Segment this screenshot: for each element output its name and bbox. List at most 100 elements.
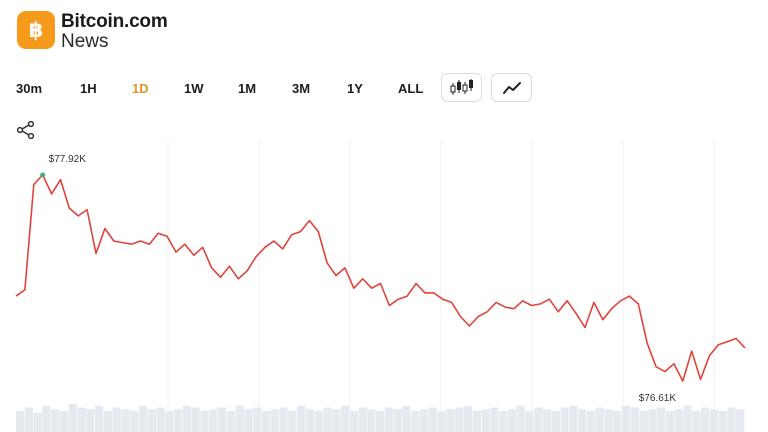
volume-bar — [86, 409, 95, 432]
volume-bar — [463, 405, 473, 432]
high-price-label: $77.92K — [49, 154, 87, 165]
volume-bar — [411, 411, 420, 432]
volume-bar — [270, 409, 279, 432]
volume-bar — [446, 409, 455, 432]
volume-bar — [226, 411, 235, 432]
volume-bar — [525, 411, 534, 432]
volume-bar — [95, 405, 104, 432]
volume-bar — [305, 409, 315, 432]
price-line — [15, 174, 746, 382]
volume-bar — [560, 407, 569, 432]
brand-logo[interactable]: ฿ Bitcoin.com News — [17, 11, 168, 51]
volume-bar — [613, 411, 622, 432]
volume-bar — [578, 409, 587, 432]
volume-bar — [402, 405, 411, 432]
volume-bar — [68, 404, 77, 432]
volume-bar — [420, 409, 429, 432]
brand-subtitle: News — [61, 31, 109, 52]
volume-bar — [16, 411, 25, 432]
line-chart-icon — [502, 81, 521, 94]
volume-bar — [630, 407, 640, 432]
volume-bar — [692, 411, 701, 432]
volume-bar — [59, 411, 69, 432]
volume-bar — [358, 407, 367, 432]
volume-bar — [279, 407, 288, 432]
range-1w[interactable]: 1W — [184, 81, 204, 96]
volume-bar — [665, 411, 675, 432]
volume-bar — [200, 411, 209, 432]
volume-bar — [648, 409, 657, 432]
volume-bar — [542, 409, 552, 432]
candlestick-mode-button[interactable] — [441, 73, 482, 102]
volume-bar — [297, 405, 306, 432]
svg-text:฿: ฿ — [29, 18, 44, 42]
volume-bar — [657, 407, 666, 432]
volume-bar — [718, 411, 727, 432]
volume-bar — [156, 407, 165, 432]
volume-bar — [683, 405, 692, 432]
volume-bar — [314, 411, 323, 432]
volume-bar — [551, 411, 560, 432]
volume-bar — [428, 407, 437, 432]
volume-bar — [534, 407, 543, 432]
range-1h[interactable]: 1H — [80, 81, 97, 96]
chart-grid — [167, 140, 715, 415]
volume-bar — [622, 405, 631, 432]
range-all[interactable]: ALL — [398, 81, 424, 96]
volume-bar — [288, 411, 297, 432]
volume-bar — [340, 405, 350, 432]
volume-bar — [42, 405, 51, 432]
volume-bar — [481, 409, 490, 432]
volume-bar — [709, 409, 719, 432]
volume-bar — [182, 405, 192, 432]
candlestick-icon — [450, 78, 473, 95]
volume-bar — [51, 409, 60, 432]
volume-bar — [736, 409, 745, 432]
volume-bar — [455, 407, 464, 432]
volume-bar — [393, 409, 402, 432]
volume-bar — [472, 411, 481, 432]
bitcoin-symbol-icon: ฿ — [29, 18, 44, 42]
volume-bar — [244, 409, 253, 432]
range-1y[interactable]: 1Y — [347, 81, 363, 96]
volume-bar — [384, 407, 394, 432]
volume-bar — [24, 407, 33, 432]
volume-bar — [33, 412, 42, 432]
volume-bar — [674, 409, 683, 432]
volume-bar — [490, 407, 499, 432]
volume-bar — [218, 407, 227, 432]
range-30m[interactable]: 30m — [16, 81, 43, 96]
volume-bar — [595, 407, 604, 432]
volume-bar — [367, 409, 376, 432]
volume-bar — [332, 409, 341, 432]
range-3m[interactable]: 3M — [292, 81, 311, 96]
volume-bar — [261, 411, 271, 432]
brand-name: Bitcoin.com — [61, 11, 168, 32]
volume-bar — [586, 411, 596, 432]
low-price-label: $76.61K — [639, 393, 677, 404]
range-1d[interactable]: 1D — [132, 81, 149, 96]
volume-bar — [77, 407, 86, 432]
line-mode-button[interactable] — [491, 73, 532, 102]
volume-bar — [349, 411, 358, 432]
volume-bar — [253, 407, 262, 432]
volume-bar — [701, 407, 710, 432]
volume-bar — [437, 411, 446, 432]
volume-bar — [639, 411, 648, 432]
volume-bar — [507, 409, 517, 432]
volume-bar — [165, 411, 174, 432]
volume-bar — [103, 411, 113, 432]
volume-bar — [138, 405, 148, 432]
volume-bars — [16, 404, 745, 432]
volume-bar — [569, 405, 578, 432]
volume-bar — [727, 407, 736, 432]
share-button[interactable] — [16, 120, 36, 140]
price-chart[interactable]: $77.92K $76.61K — [0, 140, 768, 432]
range-1m[interactable]: 1M — [238, 81, 257, 96]
bitcoin-logo-icon: ฿ — [17, 11, 55, 49]
volume-bar — [516, 405, 525, 432]
volume-bar — [376, 411, 385, 432]
share-icon — [16, 120, 35, 140]
volume-bar — [323, 407, 332, 432]
volume-bar — [147, 409, 156, 432]
